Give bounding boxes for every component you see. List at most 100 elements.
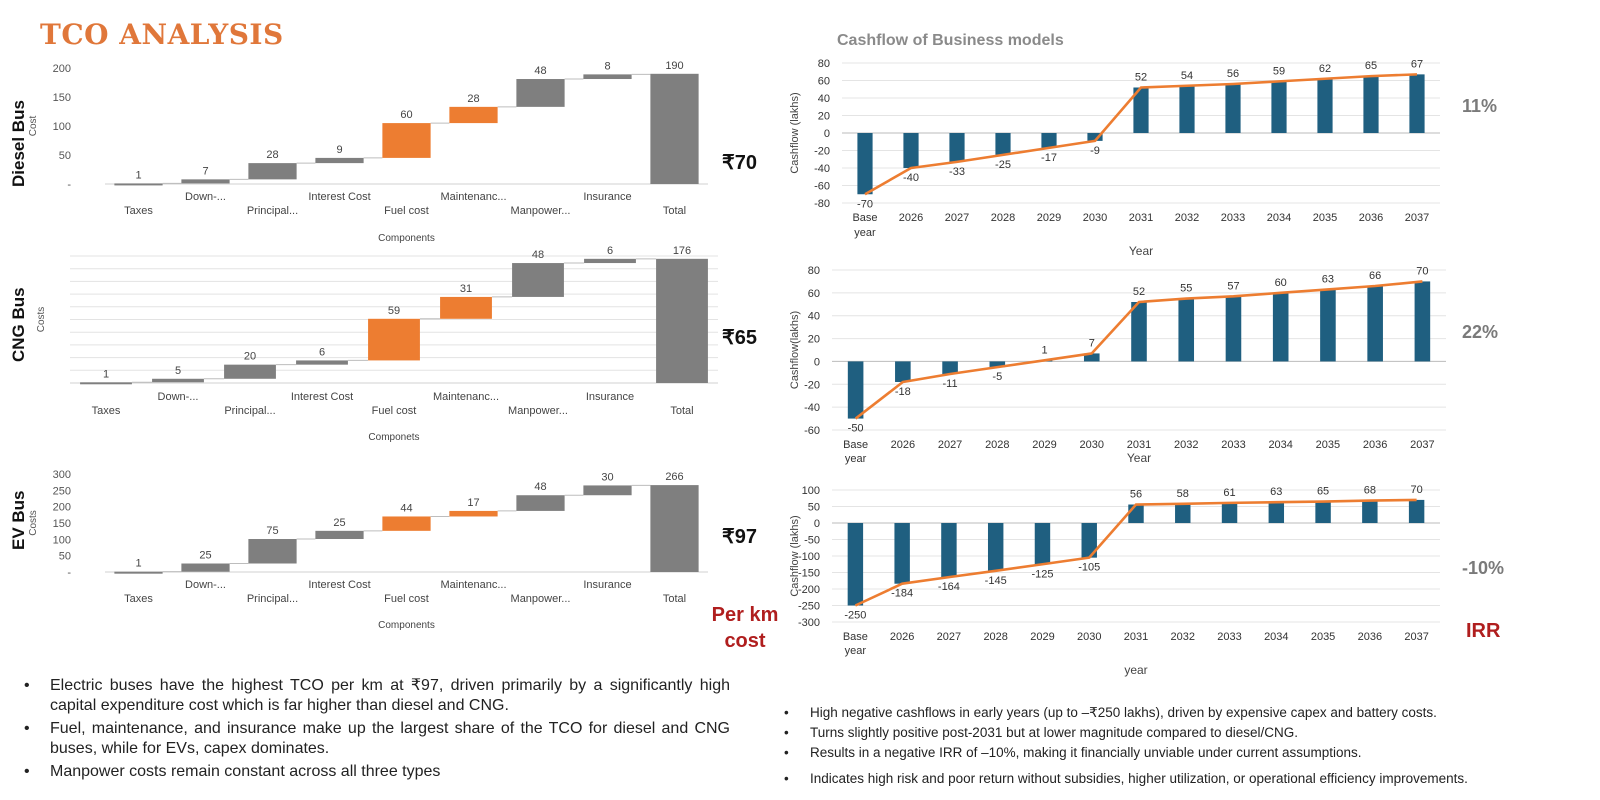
y-tick-label: -100: [798, 551, 820, 563]
data-label: -125: [1031, 568, 1053, 580]
cashflow-bar: [989, 361, 1006, 368]
year-label: 2026: [899, 212, 923, 224]
cng-irr-value: 22%: [1462, 322, 1499, 342]
data-label: 44: [400, 502, 412, 514]
cashflow-bar: [995, 133, 1011, 155]
data-label: 54: [1181, 70, 1193, 82]
cashflow-bar: [1363, 76, 1379, 133]
y-tick-label: -60: [814, 181, 830, 193]
category-label: Maintenanc...: [433, 391, 499, 403]
ev-bus-label: EV Bus: [9, 490, 28, 550]
data-label: -9: [1090, 145, 1100, 157]
cashflow-bar: [1409, 74, 1425, 133]
category-label: Maintenanc...: [440, 191, 506, 203]
cashflow-bar: [1414, 281, 1431, 362]
year-label: 2026: [891, 439, 915, 451]
y-tick-label: 0: [824, 128, 830, 140]
data-label: 66: [1369, 270, 1381, 282]
year-label: 2029: [1037, 212, 1061, 224]
year-label: Base: [843, 439, 868, 451]
data-label: 20: [244, 351, 256, 363]
data-label: 48: [532, 249, 544, 261]
cashflow-bar: [1362, 500, 1378, 523]
data-label: 70: [1416, 265, 1428, 277]
category-label: Fuel cost: [384, 593, 429, 605]
waterfall-bar: [583, 74, 632, 80]
ev-per-km-cost: ₹97: [722, 526, 757, 548]
data-label: 28: [266, 149, 278, 161]
category-label: Insurance: [586, 391, 634, 403]
y-tick-label: 150: [53, 518, 71, 530]
diesel-cashflow-chart: -80 -60 -40 -20 0 20 40 60 80 Cashflow (lakhs) -70…: [789, 58, 1440, 258]
ev-irr-value: -10%: [1462, 558, 1505, 578]
cashflow-bar: [1131, 302, 1147, 362]
year-label: 2037: [1405, 212, 1429, 224]
note-item: Fuel, maintenance, and insurance make up…: [18, 719, 730, 759]
category-label: Total: [663, 593, 686, 605]
category-label: Down-...: [158, 391, 199, 403]
year-label: Base: [843, 631, 868, 643]
waterfall-bar: [248, 539, 297, 564]
category-label: Manpower...: [511, 205, 571, 217]
category-label: Down-...: [185, 191, 226, 203]
cashflow-notes-list: High negative cashflows in early years (…: [778, 704, 1578, 790]
year-label: 2030: [1080, 439, 1104, 451]
data-label: -250: [844, 610, 866, 622]
year-label: year: [854, 227, 876, 239]
cashflow-bar: [847, 361, 864, 419]
data-label: -33: [949, 166, 965, 178]
diesel-irr-value: 11%: [1462, 96, 1498, 116]
note-item: Indicates high risk and poor return with…: [778, 770, 1578, 788]
year-label: Base: [852, 212, 877, 224]
cashflow-trend-line: [854, 280, 1423, 420]
category-label: Interest Cost: [308, 579, 370, 591]
x-axis-label: Year: [1127, 451, 1151, 465]
category-label: Principal...: [247, 593, 298, 605]
cng-bus-label: CNG Bus: [9, 287, 28, 362]
cashflow-trend-line: [864, 73, 1418, 196]
year-label: 2029: [1030, 631, 1054, 643]
waterfall-bar: [114, 571, 163, 574]
category-label: Down-...: [185, 579, 226, 591]
waterfall-bar: [656, 258, 708, 383]
y-tick-label: 200: [53, 502, 71, 514]
data-label: -25: [995, 159, 1011, 171]
y-axis-label: Costs: [28, 510, 39, 536]
cashflow-bar: [1317, 78, 1333, 133]
year-label: 2033: [1221, 439, 1245, 451]
data-label: 28: [467, 93, 479, 105]
data-label: 48: [534, 481, 546, 493]
cashflow-bar: [1221, 502, 1238, 523]
data-label: 9: [336, 144, 342, 156]
diesel-per-km-cost: ₹70: [722, 152, 757, 174]
cashflow-bar: [1179, 85, 1195, 133]
category-label: Taxes: [124, 205, 153, 217]
cashflow-bar: [1408, 499, 1425, 523]
year-label: 2028: [991, 212, 1015, 224]
year-label: 2026: [890, 631, 914, 643]
cng-per-km-cost: ₹65: [722, 327, 757, 349]
cashflow-bar: [1225, 296, 1242, 362]
y-tick-label: -80: [814, 198, 830, 210]
waterfall-bar: [584, 258, 636, 264]
data-label: -184: [891, 588, 913, 600]
y-tick-label: 80: [818, 58, 830, 70]
category-label: Interest Cost: [308, 191, 370, 203]
note-item: Results in a negative IRR of –10%, makin…: [778, 744, 1578, 762]
waterfall-bar: [382, 123, 431, 158]
y-tick-label: 80: [808, 265, 820, 277]
data-label: 1: [103, 368, 109, 380]
waterfall-bar: [512, 263, 564, 297]
data-label: 61: [1223, 487, 1235, 499]
cng-cashflow-chart: -60 -40 -20 0 20 40 60 80 Cashflow(lakhs) -50 Base…: [789, 265, 1446, 465]
waterfall-bar: [440, 296, 492, 319]
y-axis-label: Cashflow(lakhs): [789, 311, 801, 389]
y-tick-label: 200: [53, 63, 71, 75]
cashflow-bar: [1175, 503, 1191, 523]
data-label: 56: [1227, 68, 1239, 80]
y-tick-label: -40: [814, 163, 830, 175]
year-label: 2032: [1171, 631, 1195, 643]
cashflow-bar: [1128, 504, 1144, 523]
category-label: Principal...: [247, 205, 298, 217]
y-tick-label: 100: [802, 485, 820, 497]
